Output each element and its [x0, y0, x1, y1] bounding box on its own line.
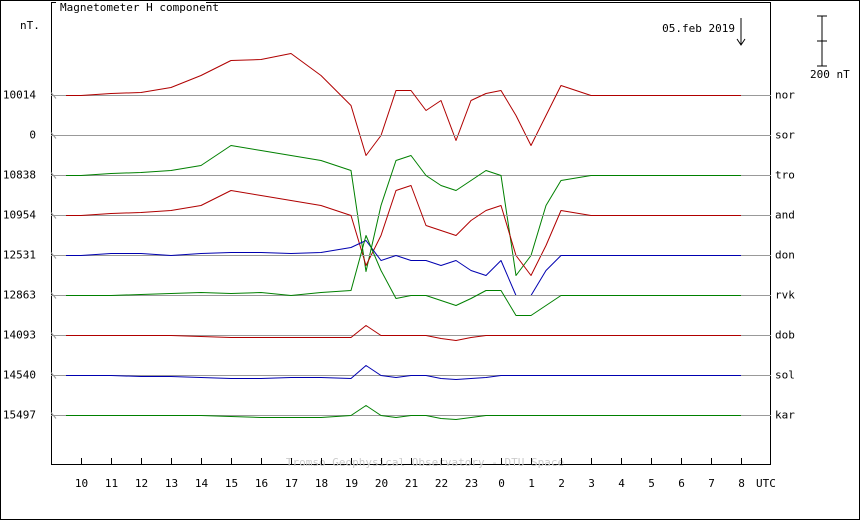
x-tick-label: 14: [195, 477, 209, 490]
x-tick-label: 7: [708, 477, 715, 490]
baseline-label: 12863: [3, 289, 36, 302]
scale-label: 200 nT: [810, 68, 850, 81]
title-bg: [56, 1, 206, 15]
baseline-label: 14093: [3, 329, 36, 342]
baseline-tick: [50, 92, 57, 99]
x-tick-label: 20: [375, 477, 388, 490]
x-tick-label: 19: [345, 477, 358, 490]
trace: [66, 53, 741, 156]
date-label: 05.feb 2019: [662, 22, 735, 35]
x-axis-label: UTC: [756, 477, 776, 490]
baseline-tick: [50, 132, 57, 139]
baseline-tick: [50, 292, 57, 299]
station-label: sor: [775, 129, 795, 142]
x-tick-label: 3: [588, 477, 595, 490]
x-tick-label: 5: [648, 477, 655, 490]
trace: [66, 240, 741, 296]
trace: [66, 325, 741, 341]
x-tick-label: 18: [315, 477, 328, 490]
baseline-label: 10954: [3, 209, 36, 222]
x-tick-label: 8: [738, 477, 745, 490]
x-tick-label: 15: [225, 477, 238, 490]
station-label: tro: [775, 169, 795, 182]
baseline-label: 10838: [3, 169, 36, 182]
baseline-tick: [50, 172, 57, 179]
x-tick-label: 4: [618, 477, 625, 490]
trace: [66, 365, 741, 380]
baseline-label: 14540: [3, 369, 36, 382]
x-tick-label: 21: [405, 477, 418, 490]
baseline-label: 12531: [3, 249, 36, 262]
x-tick-label: 1: [528, 477, 535, 490]
x-tick-label: 11: [105, 477, 118, 490]
baseline-tick: [50, 412, 57, 419]
baseline-tick: [50, 212, 57, 219]
x-tick-label: 23: [465, 477, 478, 490]
x-tick-label: 6: [678, 477, 685, 490]
station-label: nor: [775, 89, 795, 102]
trace: [66, 145, 741, 276]
x-tick-label: 10: [75, 477, 88, 490]
x-tick-label: 0: [498, 477, 505, 490]
x-tick-label: 2: [558, 477, 565, 490]
baseline-tick: [50, 332, 57, 339]
plot-frame: [51, 2, 771, 465]
baseline-label: 15497: [3, 409, 36, 422]
chart-title: Magnetometer H component: [60, 1, 219, 14]
station-label: dob: [775, 329, 795, 342]
trace: [66, 185, 741, 276]
y-unit: nT.: [20, 19, 40, 32]
baseline-tick: [50, 252, 57, 259]
trace: [66, 405, 741, 420]
date-arrow-head: [736, 38, 746, 46]
trace: [66, 235, 741, 316]
station-label: sol: [775, 369, 795, 382]
station-label: rvk: [775, 289, 795, 302]
x-tick-label: 22: [435, 477, 448, 490]
baseline-label: 0: [29, 129, 36, 142]
x-tick-label: 16: [255, 477, 268, 490]
baseline-label: 10014: [3, 89, 36, 102]
x-tick-label: 13: [165, 477, 178, 490]
credit: Tromso Geophysical Observatory - DTU Spa…: [286, 456, 564, 469]
station-label: kar: [775, 409, 795, 422]
baseline-tick: [50, 372, 57, 379]
station-label: and: [775, 209, 795, 222]
x-tick-label: 17: [285, 477, 298, 490]
x-tick-label: 12: [135, 477, 148, 490]
station-label: don: [775, 249, 795, 262]
